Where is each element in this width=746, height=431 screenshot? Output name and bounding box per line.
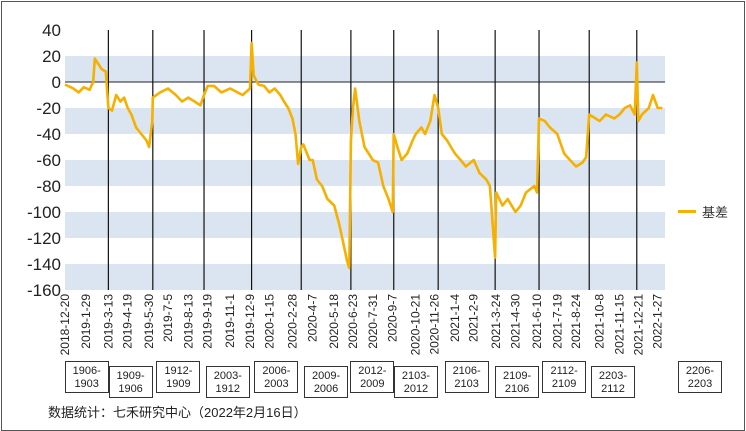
- x-tick-label: 2020-7-31: [366, 294, 380, 349]
- y-tick-label: -80: [36, 177, 61, 196]
- source-note: 数据统计：七禾研究中心（2022年2月16日）: [48, 405, 307, 420]
- x-tick-label: 2018-12-20: [58, 294, 72, 356]
- x-tick-label: 2019-9-19: [201, 294, 215, 349]
- y-tick-label: -120: [27, 229, 61, 248]
- x-tick-label: 2021-4-30: [509, 294, 523, 349]
- legend-swatch: [678, 210, 696, 213]
- x-tick-label: 2021-6-10: [530, 294, 544, 349]
- contract-period-box: 2203- 2112: [590, 366, 635, 398]
- plot-band: [65, 108, 665, 134]
- contract-period-box: 2103- 2012: [393, 366, 438, 398]
- x-tick-label: 2019-5-30: [142, 294, 156, 349]
- y-tick-label: -60: [36, 151, 61, 170]
- plot-band: [65, 56, 665, 82]
- y-tick-label: -100: [27, 203, 61, 222]
- y-tick-label: -160: [27, 281, 61, 300]
- x-tick-label: 2020-1-15: [262, 294, 276, 349]
- x-tick-label: 2020-11-26: [428, 294, 442, 355]
- x-tick-label: 2019-4-19: [121, 294, 135, 349]
- contract-period-box: 1912- 1909: [156, 361, 201, 393]
- x-tick-label: 2019-1-29: [79, 294, 93, 349]
- plot-band: [65, 160, 665, 186]
- x-tick-label: 2020-9-7: [386, 294, 400, 342]
- contract-period-box: 2003- 1912: [205, 366, 250, 398]
- x-tick-label: 2021-8-24: [569, 294, 583, 349]
- plot-band: [65, 212, 665, 238]
- x-tick-label: 2021-12-21: [631, 294, 645, 356]
- contract-period-box: 1906- 1903: [64, 361, 109, 393]
- x-tick-label: 2021-2-9: [467, 294, 481, 342]
- contract-period-box: 2106- 2103: [444, 361, 489, 393]
- plot-band: [65, 264, 665, 290]
- x-tick-label: 2021-1-4: [448, 294, 462, 342]
- x-tick-label: 2021-7-19: [550, 294, 564, 349]
- contract-period-box: 2112- 2109: [542, 361, 587, 393]
- y-tick-label: 0: [52, 73, 61, 92]
- x-tick-label: 2019-8-13: [181, 294, 195, 349]
- x-tick-label: 2021-3-24: [489, 294, 503, 349]
- y-tick-label: -20: [36, 99, 61, 118]
- x-tick-label: 2020-5-18: [327, 294, 341, 349]
- y-tick-label: -140: [27, 255, 61, 274]
- y-tick-label: -40: [36, 125, 61, 144]
- x-tick-label: 2022-1-27: [651, 294, 665, 349]
- y-tick-label: 40: [42, 21, 61, 40]
- x-tick-label: 2019-11-1: [223, 294, 237, 348]
- contract-period-box: 2012- 2009: [350, 361, 395, 393]
- x-tick-label: 2019-7-5: [161, 294, 175, 342]
- legend-label: 基差: [702, 205, 729, 220]
- contract-period-box: 2006- 2003: [254, 361, 299, 393]
- legend: 基差: [678, 202, 728, 221]
- x-tick-label: 2020-4-7: [306, 294, 320, 342]
- x-tick-label: 2020-2-28: [285, 294, 299, 349]
- basis-series-line: [64, 41, 663, 270]
- x-tick-label: 2020-6-23: [346, 294, 360, 349]
- contract-period-box: 2009- 2006: [304, 366, 349, 398]
- x-tick-label: 2021-11-15: [613, 294, 627, 355]
- x-tick-label: 2020-10-21: [409, 294, 423, 356]
- contract-period-box: 2206- 2203: [678, 361, 722, 393]
- contract-period-box: 2109- 2106: [495, 366, 540, 398]
- x-tick-label: 2019-12-9: [243, 294, 257, 349]
- y-tick-label: 20: [42, 47, 61, 66]
- x-tick-label: 2021-10-8: [593, 294, 607, 349]
- x-tick-label: 2019-3-13: [101, 294, 115, 349]
- contract-period-box: 1909- 1906: [108, 366, 153, 398]
